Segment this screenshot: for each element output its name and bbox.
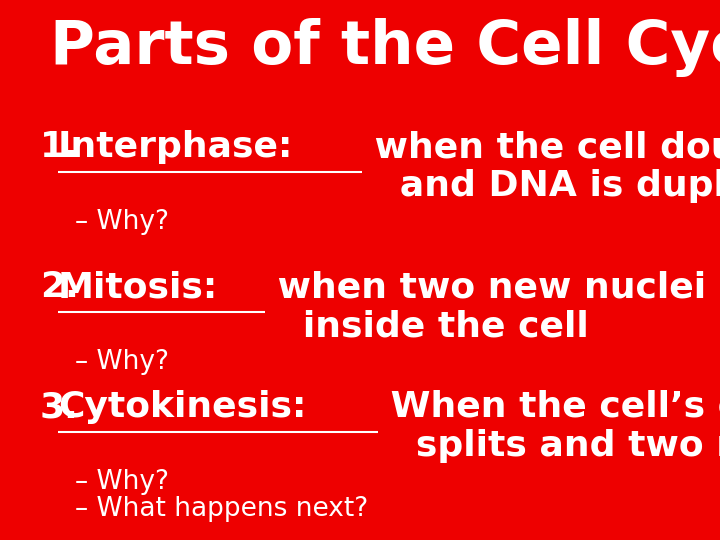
Text: 2.: 2. <box>40 270 78 304</box>
Text: When the cell’s cytoplasm
   splits and two new cells are formed.: When the cell’s cytoplasm splits and two… <box>379 390 720 463</box>
Text: Interphase:: Interphase: <box>58 130 293 164</box>
Text: Mitosis:: Mitosis: <box>58 270 218 304</box>
Text: – Why?: – Why? <box>75 469 169 495</box>
Text: Parts of the Cell Cycle: Parts of the Cell Cycle <box>50 18 720 77</box>
Text: 3.: 3. <box>40 390 78 424</box>
Text: – Why?: – Why? <box>75 210 169 235</box>
Text: – What happens next?: – What happens next? <box>75 496 368 522</box>
Text: 1.: 1. <box>40 130 78 164</box>
Text: – Why?: – Why? <box>75 349 169 375</box>
Text: when the cell doubles in size
   and DNA is duplicated.: when the cell doubles in size and DNA is… <box>361 130 720 204</box>
Text: Cytokinesis:: Cytokinesis: <box>58 390 307 424</box>
Text: when two new nuclei are formed
   inside the cell: when two new nuclei are formed inside th… <box>265 270 720 343</box>
